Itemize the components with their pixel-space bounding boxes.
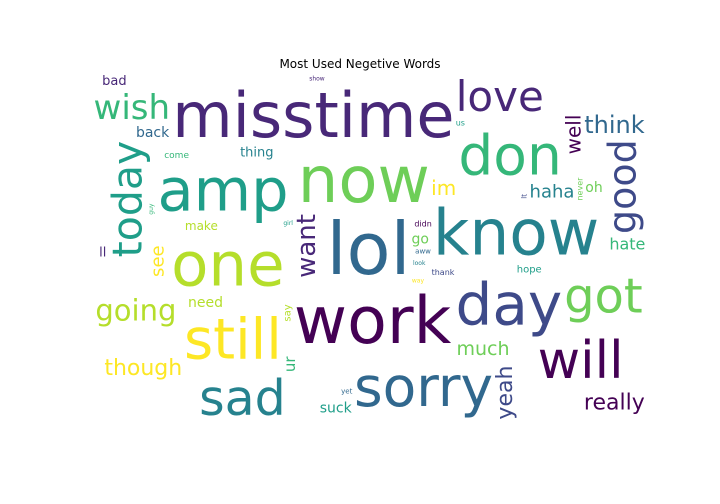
word-now: now (298, 144, 430, 218)
word-thing: thing (240, 145, 273, 160)
word-sad: sad (199, 370, 286, 424)
word-way: way (412, 277, 425, 284)
word-thank: thank (432, 268, 455, 277)
word-lt: lt (521, 194, 529, 199)
word-aww: aww (415, 247, 431, 255)
word-suck: suck (320, 400, 353, 416)
word-yeah: yeah (493, 366, 518, 420)
word-make: make (185, 219, 218, 233)
word-ur: ur (281, 356, 299, 373)
word-didn: didn (414, 220, 431, 229)
word-will: will (538, 331, 624, 391)
word-good: good (601, 139, 645, 234)
word-see: see (148, 245, 169, 277)
word-go: go (412, 231, 429, 247)
word-still: still (184, 308, 282, 373)
word-day: day (456, 271, 563, 339)
word-cloud: lol work now know misstime one amp day still don s… (90, 74, 647, 424)
word-though: though (104, 356, 182, 381)
word-yet: yet (341, 387, 352, 395)
word-today: today (104, 141, 152, 258)
word-really: really (584, 390, 645, 415)
chart-title: Most Used Negetive Words (279, 57, 441, 71)
word-bad: bad (102, 74, 126, 89)
word-show: show (309, 75, 325, 82)
word-look: look (413, 260, 426, 267)
word-back: back (136, 125, 170, 141)
word-work: work (294, 284, 452, 359)
word-want: want (292, 214, 322, 278)
word-going: going (95, 294, 176, 328)
word-think: think (584, 111, 645, 139)
word-haha: haha (530, 182, 575, 203)
word-got: got (564, 268, 643, 324)
word-lol: lol (326, 207, 410, 291)
word-know: know (433, 197, 599, 270)
word-much: much (456, 338, 509, 360)
word-don: don (458, 123, 561, 187)
word-guy: guy (148, 203, 155, 215)
word-well: well (561, 115, 585, 155)
word-hope: hope (517, 265, 542, 276)
word-girl: girl (283, 220, 293, 227)
word-one: one (171, 229, 285, 300)
word-ll: ll (99, 245, 106, 260)
word-need: need (188, 295, 223, 311)
word-say: say (283, 304, 294, 321)
word-sorry: sorry (354, 355, 493, 419)
word-misstime: misstime (172, 79, 454, 152)
word-oh: oh (585, 180, 602, 196)
word-amp: amp (158, 156, 289, 225)
word-never: never (575, 177, 584, 201)
word-love: love (456, 74, 544, 121)
word-hate: hate (609, 234, 645, 253)
word-come: come (164, 151, 189, 161)
word-us: us (456, 119, 465, 128)
word-wish: wish (94, 88, 171, 128)
word-im: im (431, 176, 456, 200)
